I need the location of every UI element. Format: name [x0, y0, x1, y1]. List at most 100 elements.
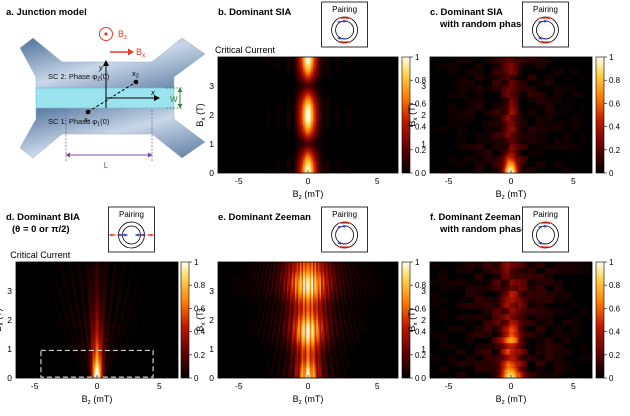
- heatmap-cell: [523, 161, 525, 163]
- heatmap-cell: [521, 82, 523, 84]
- heatmap-cell: [540, 125, 542, 127]
- heatmap-cell: [267, 107, 269, 109]
- heatmap-cell: [530, 150, 532, 152]
- heatmap-cell: [511, 163, 513, 165]
- heatmap-cell: [489, 152, 491, 154]
- heatmap-cell: [564, 90, 566, 92]
- heatmap-cell: [518, 103, 520, 105]
- heatmap-cell: [458, 161, 460, 163]
- heatmap-cell: [305, 113, 307, 115]
- heatmap-cell: [557, 163, 559, 165]
- heatmap-cell: [310, 90, 312, 92]
- heatmap-cell: [436, 63, 438, 65]
- heatmap-cell: [535, 74, 537, 76]
- heatmap-cell: [493, 158, 495, 160]
- heatmap-cell: [510, 74, 512, 76]
- heatmap-cell: [551, 105, 553, 107]
- heatmap-cell: [347, 117, 349, 119]
- heatmap-cell: [539, 92, 541, 94]
- heatmap-cell: [539, 59, 541, 61]
- heatmap-cell: [557, 125, 559, 127]
- heatmap-cell: [287, 71, 289, 73]
- heatmap-cell: [267, 59, 269, 61]
- heatmap-cell: [543, 98, 545, 100]
- heatmap-cell: [574, 119, 576, 121]
- heatmap-cell: [563, 82, 565, 84]
- heatmap-cell: [573, 146, 575, 148]
- heatmap-cell: [313, 105, 315, 107]
- heatmap-cell: [549, 113, 551, 115]
- heatmap-cell: [459, 84, 461, 86]
- heatmap-cell: [498, 61, 500, 63]
- heatmap-cell: [297, 107, 299, 109]
- heatmap-cell: [347, 169, 349, 171]
- heatmap-cell: [477, 138, 479, 140]
- heatmap-cell: [495, 136, 497, 138]
- heatmap-cell: [499, 100, 501, 102]
- heatmap-cell: [567, 121, 569, 123]
- heatmap-cell: [563, 136, 565, 138]
- heatmap-cell: [552, 123, 554, 125]
- heatmap-cell: [515, 111, 517, 113]
- heatmap-cell: [532, 154, 534, 156]
- heatmap-cell: [551, 113, 553, 115]
- heatmap-cell: [313, 78, 315, 80]
- heatmap-cell: [517, 61, 519, 63]
- heatmap-cell: [326, 67, 328, 69]
- heatmap-cell: [579, 121, 581, 123]
- heatmap-cell: [305, 78, 307, 80]
- heatmap-cell: [524, 90, 526, 92]
- heatmap-cell: [489, 76, 491, 78]
- heatmap-cell: [507, 132, 509, 134]
- heatmap-cell: [347, 111, 349, 113]
- heatmap-cell: [502, 86, 504, 88]
- heatmap-cell: [279, 125, 281, 127]
- heatmap-cell: [319, 167, 321, 169]
- heatmap-cell: [527, 132, 529, 134]
- width-label: W: [170, 95, 178, 104]
- heatmap-cell: [462, 88, 464, 90]
- heatmap-cell: [310, 138, 312, 140]
- heatmap-cell: [464, 134, 466, 136]
- heatmap-cell: [499, 74, 501, 76]
- heatmap-cell: [543, 94, 545, 96]
- heatmap-cell: [318, 129, 320, 131]
- heatmap-cell: [297, 132, 299, 134]
- heatmap-cell: [336, 101, 338, 103]
- heatmap-cell: [504, 88, 506, 90]
- heatmap-cell: [288, 74, 290, 76]
- heatmap-cell: [295, 136, 297, 138]
- heatmap-cell: [536, 88, 538, 90]
- heatmap-cell: [574, 123, 576, 125]
- heatmap-cell: [510, 127, 512, 129]
- heatmap-cell: [536, 94, 538, 96]
- heatmap-cell: [504, 152, 506, 154]
- heatmap-cell: [452, 92, 454, 94]
- heatmap-cell: [298, 130, 300, 132]
- heatmap-cell: [458, 146, 460, 148]
- heatmap-cell: [504, 159, 506, 161]
- heatmap-cell: [518, 72, 520, 74]
- heatmap-cell: [301, 154, 303, 156]
- heatmap-cell: [526, 161, 528, 163]
- heatmap-cell: [557, 113, 559, 115]
- heatmap-cell: [482, 71, 484, 73]
- heatmap-cell: [482, 103, 484, 105]
- heatmap-cell: [277, 127, 279, 129]
- heatmap-cell: [477, 156, 479, 158]
- heatmap-cell: [305, 100, 307, 102]
- heatmap-cell: [305, 82, 307, 84]
- heatmap-cell: [493, 165, 495, 167]
- heatmap-cell: [515, 86, 517, 88]
- heatmap-cell: [557, 88, 559, 90]
- heatmap-cell: [306, 59, 308, 61]
- heatmap-cell: [442, 169, 444, 171]
- heatmap-cell: [461, 121, 463, 123]
- heatmap-cell: [300, 59, 302, 61]
- heatmap-cell: [300, 161, 302, 163]
- heatmap-cell: [297, 127, 299, 129]
- heatmap-cell: [557, 111, 559, 113]
- heatmap-cell: [477, 159, 479, 161]
- heatmap-cell: [311, 100, 313, 102]
- heatmap-cell: [551, 127, 553, 129]
